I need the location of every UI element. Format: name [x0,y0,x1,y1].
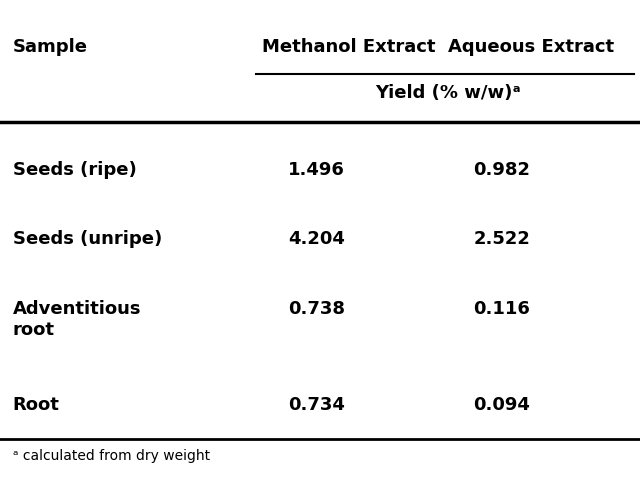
Text: Adventitious
root: Adventitious root [13,300,141,339]
Text: Seeds (ripe): Seeds (ripe) [13,161,136,179]
Text: 4.204: 4.204 [288,230,345,249]
Text: Aqueous Extract: Aqueous Extract [448,38,614,56]
Text: Root: Root [13,396,60,414]
Text: 0.982: 0.982 [474,161,531,179]
Text: 2.522: 2.522 [474,230,531,249]
Text: Yield (% w/w)ᵃ: Yield (% w/w)ᵃ [375,84,521,102]
Text: 0.738: 0.738 [288,300,345,318]
Text: 0.094: 0.094 [474,396,531,414]
Text: 0.734: 0.734 [288,396,345,414]
Text: Seeds (unripe): Seeds (unripe) [13,230,162,249]
Text: Methanol Extract: Methanol Extract [262,38,436,56]
Text: Sample: Sample [13,38,88,56]
Text: 0.116: 0.116 [474,300,531,318]
Text: ᵃ calculated from dry weight: ᵃ calculated from dry weight [13,449,210,463]
Text: 1.496: 1.496 [288,161,345,179]
